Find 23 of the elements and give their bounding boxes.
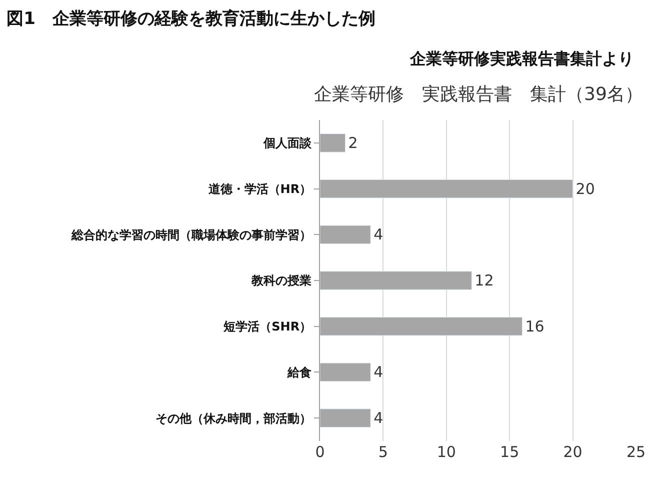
x-tick-label: 15 (500, 443, 520, 461)
y-tick-label: 給食 (286, 365, 312, 380)
chart-subtitle: 企業等研修実践報告書集計より (409, 49, 634, 68)
data-label: 4 (374, 363, 384, 382)
data-label: 20 (576, 180, 595, 198)
x-tick-label: 20 (563, 443, 582, 461)
y-tick-label: 個人面談 (262, 136, 313, 150)
y-tick-label: 短学活（SHR） (222, 320, 312, 334)
data-label: 4 (374, 226, 384, 244)
data-label: 2 (348, 134, 358, 152)
y-tick-label: 教科の授業 (250, 274, 312, 288)
chart-title: 図1 企業等研修の経験を教育活動に生かした例 (6, 8, 376, 29)
data-label: 16 (525, 317, 544, 336)
y-tick-label: 道徳・学活（HR） (207, 182, 312, 196)
data-label: 12 (474, 272, 494, 290)
x-tick-label: 0 (315, 443, 325, 461)
y-tick-label: その他（休み時間，部活動） (156, 411, 312, 426)
y-tick-label: 総合的な学習の時間（職場体験の事前学習） (70, 228, 312, 242)
x-tick-label: 25 (626, 443, 646, 461)
text: 企業等研修 実践報告書 集計（39名） (314, 84, 643, 105)
data-label: 4 (374, 409, 384, 428)
x-tick-label: 10 (436, 443, 456, 461)
x-tick-label: 5 (378, 443, 388, 461)
